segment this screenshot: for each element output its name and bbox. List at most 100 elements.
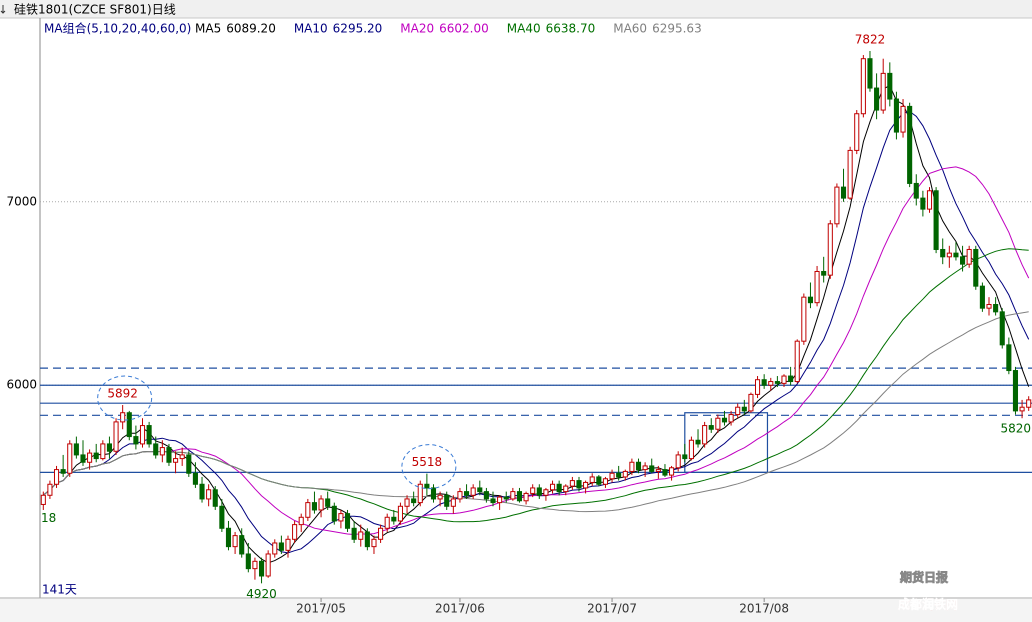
- candle-body: [219, 505, 225, 529]
- candle-body: [913, 182, 919, 199]
- price-annotation: 5518: [412, 455, 443, 469]
- candle-body: [437, 494, 443, 500]
- candle-body: [100, 443, 106, 460]
- ma-name: MA5: [195, 22, 221, 36]
- candle-body: [318, 498, 324, 511]
- y-tick-label: 7000: [6, 194, 37, 208]
- ma-line: [42, 311, 1029, 513]
- candle-body: [305, 502, 311, 518]
- candle-body: [933, 190, 939, 250]
- candle-body: [655, 469, 661, 472]
- candle-body: [616, 472, 622, 478]
- candle-body: [53, 469, 60, 485]
- candle-body: [298, 516, 304, 526]
- candle-body: [622, 470, 628, 478]
- candle-body: [543, 489, 549, 496]
- candle-body: [378, 527, 384, 540]
- candle-body: [893, 98, 899, 133]
- candle-body: [536, 487, 542, 496]
- candle-body: [768, 381, 774, 386]
- candle-body: [497, 496, 503, 504]
- candle-body: [576, 480, 582, 489]
- candle-body: [311, 502, 318, 511]
- candle-body: [827, 223, 833, 276]
- candle-body: [411, 498, 417, 504]
- candle-body: [549, 483, 556, 491]
- candle-body: [239, 535, 245, 555]
- ma-line: [42, 166, 1030, 536]
- candle-body: [874, 87, 880, 111]
- candle-body: [225, 527, 232, 548]
- ma-name: MA60: [613, 22, 647, 36]
- y-tick-label: 6000: [6, 378, 37, 392]
- candle-body: [245, 553, 251, 570]
- candle-body: [728, 414, 734, 423]
- candle-body: [133, 436, 139, 445]
- candle-body: [569, 480, 575, 487]
- candle-body: [609, 472, 615, 480]
- candle-body: [516, 491, 523, 502]
- candle-body: [940, 248, 946, 258]
- ma-line: [42, 85, 1030, 564]
- candle-body: [272, 542, 278, 555]
- candle-body: [900, 105, 906, 133]
- candle-body: [232, 535, 238, 548]
- candle-body: [834, 186, 840, 225]
- candle-body: [192, 472, 198, 485]
- ma-value: 6602.00: [439, 22, 489, 36]
- x-tick-label: 2017/07: [587, 602, 637, 616]
- candle-body: [807, 296, 814, 304]
- ma-value: 6638.70: [546, 22, 596, 36]
- days-label: 141天: [42, 583, 77, 597]
- candle-body: [953, 252, 959, 258]
- highlight-circle: [97, 375, 153, 421]
- candle-body: [635, 461, 642, 471]
- candle-body: [126, 412, 132, 438]
- candle-body: [417, 483, 423, 504]
- range-box: [684, 412, 769, 473]
- candle-body: [880, 72, 886, 111]
- candle-body: [159, 447, 165, 456]
- candle-body: [265, 553, 271, 577]
- candle-body: [146, 425, 152, 445]
- candle-body: [596, 476, 602, 485]
- candle-body: [629, 461, 635, 472]
- candle-body: [430, 487, 437, 500]
- watermark: 成都润铁网: [898, 597, 958, 612]
- candle-body: [979, 285, 985, 309]
- candle-body: [530, 487, 536, 494]
- candle-body: [887, 72, 893, 100]
- candle-body: [179, 454, 185, 460]
- candle-body: [364, 531, 370, 548]
- candle-body: [840, 186, 847, 199]
- candle-body: [675, 454, 681, 469]
- candle-body: [490, 498, 496, 504]
- candle-body: [589, 476, 595, 483]
- ma-group: MA组合(5,10,20,40,60,0): [44, 21, 191, 36]
- ma-value: 6295.63: [652, 22, 702, 36]
- candle-body: [854, 113, 860, 151]
- candle-body: [80, 454, 86, 463]
- candle-body: [715, 417, 721, 430]
- candle-body: [642, 465, 648, 471]
- candle-body: [741, 406, 747, 412]
- candle-body: [252, 560, 258, 570]
- candle-body: [113, 421, 119, 452]
- candle-body: [907, 105, 913, 184]
- candle-body: [351, 527, 357, 540]
- back-icon[interactable]: [0, 5, 6, 14]
- candle-body: [120, 412, 126, 423]
- candle-body: [206, 489, 212, 500]
- candle-body: [688, 439, 694, 460]
- candle-body: [325, 498, 331, 507]
- candle-body: [523, 492, 529, 502]
- price-annotation: 5820: [1000, 422, 1031, 436]
- candle-body: [946, 252, 952, 258]
- x-axis-strip: [0, 599, 1032, 622]
- candle-body: [477, 487, 483, 493]
- candle-body: [920, 197, 926, 210]
- candle-body: [993, 304, 999, 313]
- candle-body: [563, 485, 569, 493]
- candle-body: [1026, 399, 1032, 408]
